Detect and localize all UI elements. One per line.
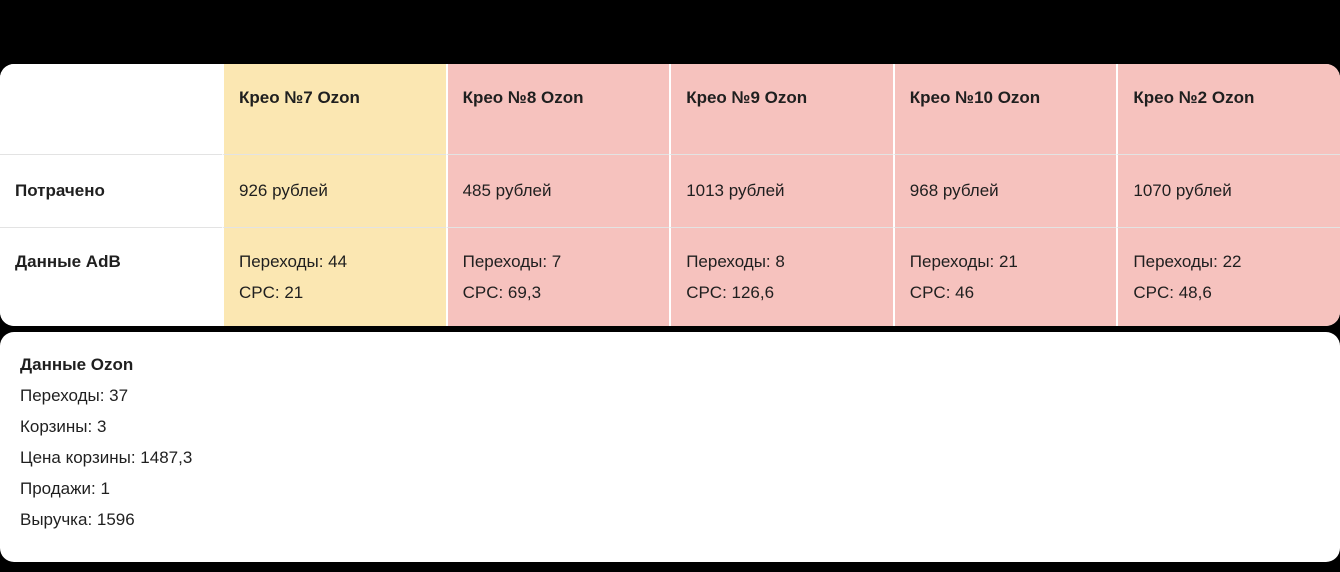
- adb-clicks: Переходы: 7: [462, 252, 562, 271]
- creative-stats-table: Крео №7 Ozon Крео №8 Ozon Крео №9 Ozon К…: [0, 64, 1340, 326]
- spent-cell-kreo-9: 1013 рублей: [669, 155, 893, 228]
- adb-cpc: CPC: 46: [909, 283, 975, 302]
- adb-clicks: Переходы: 21: [909, 252, 1018, 271]
- adb-cell-kreo-2: Переходы: 22 CPC: 48,6: [1116, 228, 1340, 326]
- ozon-panel-title: Данные Ozon: [20, 355, 134, 374]
- adb-cell-kreo-10: Переходы: 21 CPC: 46: [892, 228, 1117, 326]
- ozon-metric-clicks: Переходы: 37: [20, 386, 129, 405]
- row-label-adb: Данные AdB: [0, 228, 222, 326]
- ozon-metric-sales: Продажи: 1: [20, 479, 110, 498]
- adb-cell-kreo-9: Переходы: 8 CPC: 126,6: [669, 228, 893, 326]
- ozon-metric-cart-price: Цена корзины: 1487,3: [20, 448, 193, 467]
- column-header-kreo-9: Крео №9 Ozon: [669, 64, 893, 155]
- table-grid: Крео №7 Ozon Крео №8 Ozon Крео №9 Ozon К…: [0, 64, 1340, 326]
- adb-cpc: CPC: 126,6: [686, 283, 775, 302]
- column-header-kreo-7: Крео №7 Ozon: [222, 64, 446, 155]
- table-corner-cell: [0, 64, 222, 155]
- spent-cell-kreo-8: 485 рублей: [445, 155, 670, 228]
- adb-clicks: Переходы: 22: [1133, 252, 1242, 271]
- column-header-kreo-8: Крео №8 Ozon: [445, 64, 670, 155]
- ozon-metric-carts: Корзины: 3: [20, 417, 107, 436]
- adb-cpc: CPC: 69,3: [462, 283, 542, 302]
- column-header-kreo-10: Крео №10 Ozon: [892, 64, 1117, 155]
- ozon-data-panel: Данные Ozon Переходы: 37 Корзины: 3 Цена…: [0, 332, 1340, 562]
- adb-cpc: CPC: 48,6: [1133, 283, 1212, 302]
- spent-cell-kreo-2: 1070 рублей: [1116, 155, 1340, 228]
- adb-clicks: Переходы: 44: [239, 252, 348, 271]
- adb-cpc: CPC: 21: [239, 283, 304, 302]
- adb-clicks: Переходы: 8: [686, 252, 785, 271]
- spent-cell-kreo-10: 968 рублей: [892, 155, 1117, 228]
- adb-cell-kreo-8: Переходы: 7 CPC: 69,3: [445, 228, 670, 326]
- ozon-metric-revenue: Выручка: 1596: [20, 510, 135, 529]
- spent-cell-kreo-7: 926 рублей: [222, 155, 446, 228]
- row-label-spent: Потрачено: [0, 155, 222, 228]
- column-header-kreo-2: Крео №2 Ozon: [1116, 64, 1340, 155]
- adb-cell-kreo-7: Переходы: 44 CPC: 21: [222, 228, 446, 326]
